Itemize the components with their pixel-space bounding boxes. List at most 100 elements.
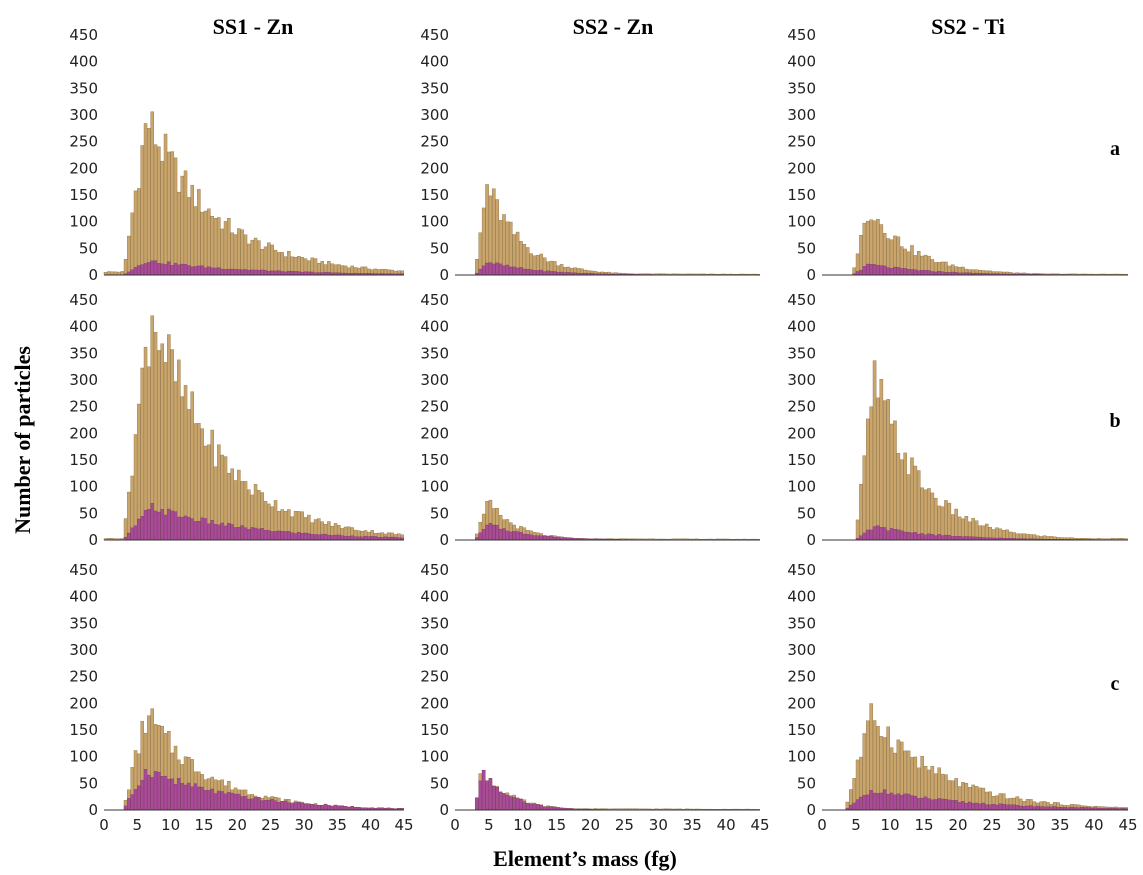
y-tick-label: 450 (420, 26, 449, 44)
bar-subset (961, 536, 965, 541)
bar-subset (200, 517, 204, 541)
bar-subset (1039, 806, 1043, 811)
bar-subset (160, 263, 164, 276)
bar-total (133, 434, 138, 541)
bar-subset (203, 267, 208, 276)
bar-subset (220, 791, 224, 811)
bar-subset (217, 790, 221, 811)
bar-subset (167, 508, 171, 541)
bar-subset (213, 267, 218, 276)
x-tick-label: 45 (750, 816, 769, 834)
bar-subset (300, 802, 304, 811)
bar-subset (210, 520, 214, 541)
bar-subset (879, 527, 884, 541)
bar-subset (866, 529, 870, 541)
x-tick-label: 10 (880, 816, 899, 834)
bar-subset (303, 804, 308, 811)
bar-subset (307, 803, 311, 811)
bar-subset (170, 265, 174, 276)
bar-subset (896, 793, 901, 811)
y-tick-label: 150 (420, 186, 449, 204)
bar-subset (180, 516, 184, 541)
bar-total (153, 331, 158, 541)
bar-total (173, 157, 178, 276)
y-tick-label: 0 (88, 801, 98, 819)
bar-subset (297, 532, 301, 541)
bar-subset (213, 793, 218, 811)
bar-subset (872, 792, 877, 811)
bar-subset (247, 269, 251, 276)
bar-total (923, 489, 928, 541)
x-tick-label: 0 (99, 816, 109, 834)
y-tick-label: 0 (806, 801, 816, 819)
bar-subset (317, 805, 321, 811)
bar-subset (872, 526, 877, 541)
bar-subset (964, 536, 969, 541)
bar-subset (163, 514, 168, 541)
panels-layer: 0501001502002503003504004500501001502002… (69, 26, 1137, 834)
y-tick-label: 350 (787, 614, 816, 632)
bar-subset (1029, 805, 1033, 811)
bar-subset (869, 789, 873, 811)
y-tick-label: 200 (69, 424, 98, 442)
bar-subset (532, 535, 537, 541)
panel-b-2: 0 50 100 150 200 250 300 350 400 450 (420, 291, 760, 549)
bar-subset (223, 525, 228, 541)
bar-subset (920, 533, 924, 541)
bar-subset (317, 534, 321, 541)
bar-subset (253, 527, 258, 541)
bar-subset (481, 529, 486, 541)
bar-total (267, 242, 271, 276)
y-tick-label: 450 (69, 561, 98, 579)
bar-subset (906, 269, 911, 276)
x-tick-label: 0 (450, 816, 460, 834)
bar-subset (267, 799, 271, 811)
bar-subset (495, 262, 499, 276)
bar-total (190, 391, 194, 541)
y-tick-label: 100 (787, 213, 816, 231)
bar-subset (313, 804, 318, 811)
bar-subset (293, 271, 298, 276)
bar-subset (866, 263, 870, 276)
bar-subset (1015, 805, 1020, 811)
bar-subset (157, 771, 161, 811)
y-tick-label: 0 (439, 531, 449, 549)
bar-subset (485, 524, 489, 541)
bar-subset (190, 518, 194, 541)
y-tick-label: 300 (420, 371, 449, 389)
panel-b-3: 0 50 100 150 200 250 300 350 400 450 (787, 291, 1128, 549)
bar-subset (183, 515, 188, 541)
bar-total (123, 258, 128, 276)
bar-subset (220, 268, 224, 276)
bar-subset (866, 794, 870, 811)
y-tick-label: 50 (79, 774, 98, 792)
x-tick-label: 5 (851, 816, 861, 834)
bar-subset (350, 535, 354, 541)
bar-subset (542, 806, 547, 811)
bar-subset (300, 533, 304, 541)
y-tick-label: 400 (787, 318, 816, 336)
bar-total (170, 151, 174, 276)
y-tick-label: 100 (420, 213, 449, 231)
bar-subset (240, 269, 244, 276)
bar-subset (193, 521, 198, 541)
y-tick-label: 150 (787, 451, 816, 469)
bar-total (153, 144, 158, 276)
bar-subset (944, 534, 948, 541)
y-tick-label: 250 (69, 398, 98, 416)
bar-subset (363, 535, 368, 541)
bar-subset (170, 510, 174, 541)
bar-subset (954, 800, 958, 811)
bar-subset (896, 267, 901, 276)
bar-subset (187, 516, 191, 541)
y-tick-label: 250 (420, 133, 449, 151)
bar-subset (153, 260, 158, 276)
bar-subset (852, 802, 856, 811)
y-axis-title: Number of particles (10, 346, 35, 534)
bar-subset (257, 528, 261, 541)
bar-subset (957, 535, 962, 541)
bar-subset (250, 798, 254, 811)
bar-subset (478, 780, 482, 811)
bar-subset (370, 536, 374, 541)
bar-total (237, 228, 241, 276)
